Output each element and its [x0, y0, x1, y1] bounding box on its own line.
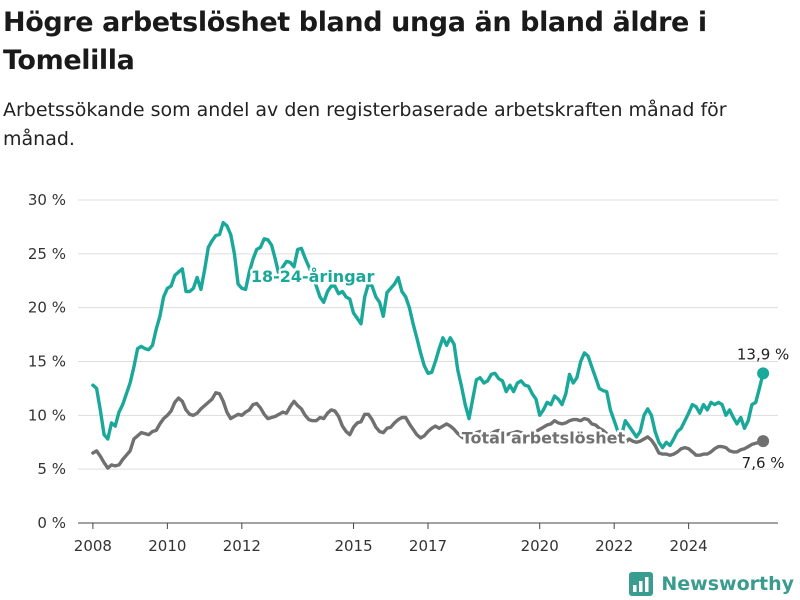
- total-unemployment-line: [91, 391, 765, 470]
- y-tick-label: 30 %: [28, 191, 66, 209]
- x-tick-label: 2010: [148, 537, 186, 555]
- x-axis: 2008 2010 2012 2015 2017 2020 2022 2024: [74, 523, 708, 555]
- x-tick-label: 2015: [334, 537, 372, 555]
- gridlines: [78, 199, 778, 524]
- series-name-label: 18-24-åringar: [251, 267, 375, 286]
- y-axis: 0 % 5 % 10 % 15 % 20 % 25 % 30 %: [28, 191, 66, 532]
- x-tick-label: 2012: [223, 537, 261, 555]
- end-point-marker: [757, 435, 770, 448]
- series-lines: [91, 220, 770, 470]
- end-point-marker: [757, 367, 770, 380]
- brand-name: Newsworthy: [661, 573, 794, 595]
- end-value-label: 7,6 %: [742, 454, 785, 472]
- line-chart: 0 %5 %10 %15 %20 %25 %30 % 2008 2010 2012 2…: [28, 191, 789, 555]
- y-tick-label: 5 %: [37, 460, 66, 478]
- series-name-label: Total arbetslöshet: [462, 428, 626, 447]
- x-tick-label: 2020: [521, 537, 559, 555]
- bar-chart-logo-icon: [629, 572, 654, 596]
- y-tick-label: 15 %: [28, 353, 66, 371]
- youth-unemployment-line: [91, 220, 765, 450]
- brand-footer[interactable]: Newsworthy: [629, 572, 794, 596]
- series-labels: 7,6 % Total arbetslöshet 13,9 % 18-24-åring…: [248, 264, 789, 472]
- chart-title: Högre arbetslöshet bland unga än bland ä…: [3, 7, 707, 76]
- x-tick-label: 2022: [595, 537, 633, 555]
- x-tick-label: 2024: [670, 537, 708, 555]
- chart-subtitle: Arbetssökande som andel av den registerb…: [3, 99, 727, 150]
- end-value-label: 13,9 %: [737, 345, 789, 363]
- x-tick-label: 2008: [74, 537, 112, 555]
- y-tick-label: 10 %: [28, 406, 66, 424]
- y-tick-label: 0 %: [37, 514, 66, 532]
- y-tick-label: 20 %: [28, 299, 66, 317]
- x-tick-label: 2017: [409, 537, 447, 555]
- y-tick-label: 25 %: [28, 245, 66, 263]
